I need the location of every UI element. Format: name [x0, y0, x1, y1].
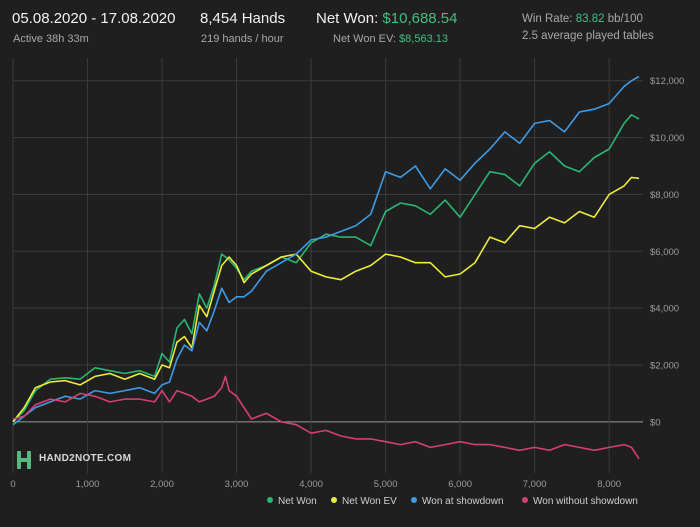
series-line-net-won — [12, 113, 640, 423]
grid-layer — [12, 58, 643, 473]
x-tick-label: 3,000 — [225, 479, 249, 490]
x-tick-label: 4,000 — [299, 479, 323, 490]
x-axis-ticks: 0 1,000 2,000 3,000 4,000 5,000 6,000 7,000 8,00… — [10, 479, 621, 490]
y-tick-label: $12,000 — [650, 76, 684, 87]
legend-label-won-without-showdown: Won without showdown — [533, 496, 638, 507]
win-rate: Win Rate: 83.82 bb/100 — [522, 13, 643, 25]
x-tick-label: 8,000 — [597, 479, 621, 490]
hands-per-hour: 219 hands / hour — [201, 33, 284, 45]
legend-item-net-won[interactable]: Net Won — [267, 496, 317, 507]
net-won-value: $10,688.54 — [382, 10, 458, 27]
bankroll-line-chart: 0 1,000 2,000 3,000 4,000 5,000 6,000 7,000 8,00… — [10, 58, 684, 490]
x-tick-label: 0 — [10, 479, 15, 490]
net-won-ev-label: Net Won EV: — [333, 33, 396, 45]
net-won-ev-value: $8,563.13 — [399, 33, 448, 45]
y-tick-label: $8,000 — [650, 190, 679, 201]
y-tick-label: $4,000 — [650, 304, 679, 315]
chart-legend: Net Won Net Won EV Won at showdown Won w… — [0, 496, 700, 520]
legend-label-won-at-showdown: Won at showdown — [422, 496, 504, 507]
legend-label-net-won-ev: Net Won EV — [342, 496, 397, 507]
legend-item-net-won-ev[interactable]: Net Won EV — [331, 496, 397, 507]
x-tick-label: 5,000 — [374, 479, 398, 490]
net-won-ev: Net Won EV: $8,563.13 — [333, 33, 448, 45]
legend-label-net-won: Net Won — [278, 496, 317, 507]
legend-dot-won-without-showdown — [522, 497, 528, 504]
average-tables: 2.5 average played tables — [522, 30, 654, 42]
legend-item-won-without-showdown[interactable]: Won without showdown — [522, 496, 638, 507]
date-range: 05.08.2020 - 17.08.2020 — [12, 10, 176, 27]
x-tick-label: 6,000 — [448, 479, 472, 490]
legend-item-won-at-showdown[interactable]: Won at showdown — [411, 496, 504, 507]
series-line-won-at-showdown — [12, 75, 640, 426]
stats-header: 05.08.2020 - 17.08.2020 Active 38h 33m 8… — [0, 0, 700, 58]
hand2note-logo: HAND2NOTE.COM — [17, 451, 137, 469]
series-line-won-without-showdown — [12, 375, 640, 460]
win-rate-unit: bb/100 — [607, 13, 643, 25]
y-tick-label: $0 — [650, 417, 661, 428]
net-won: Net Won: $10,688.54 — [316, 10, 458, 27]
legend-dot-net-won-ev — [331, 497, 337, 504]
hand2note-logo-text: HAND2NOTE.COM — [39, 453, 132, 464]
x-tick-label: 2,000 — [150, 479, 174, 490]
legend-dot-won-at-showdown — [411, 497, 417, 504]
hand2note-logo-icon — [17, 451, 33, 469]
hands-count: 8,454 Hands — [200, 10, 286, 27]
win-rate-value: 83.82 — [575, 13, 605, 25]
x-tick-label: 7,000 — [523, 479, 547, 490]
series-line-net-won-ev — [12, 176, 640, 423]
y-tick-label: $2,000 — [650, 360, 679, 371]
series-layer — [12, 75, 640, 460]
y-tick-label: $10,000 — [650, 133, 684, 144]
legend-dot-net-won — [267, 497, 273, 504]
y-axis-ticks: $0 $2,000 $4,000 $6,000 $8,000 $10,000 $12,000 — [650, 76, 684, 428]
net-won-label: Net Won: — [316, 10, 379, 27]
x-tick-label: 1,000 — [76, 479, 100, 490]
active-time: Active 38h 33m — [13, 33, 89, 45]
y-tick-label: $6,000 — [650, 247, 679, 258]
win-rate-label: Win Rate: — [522, 13, 573, 25]
